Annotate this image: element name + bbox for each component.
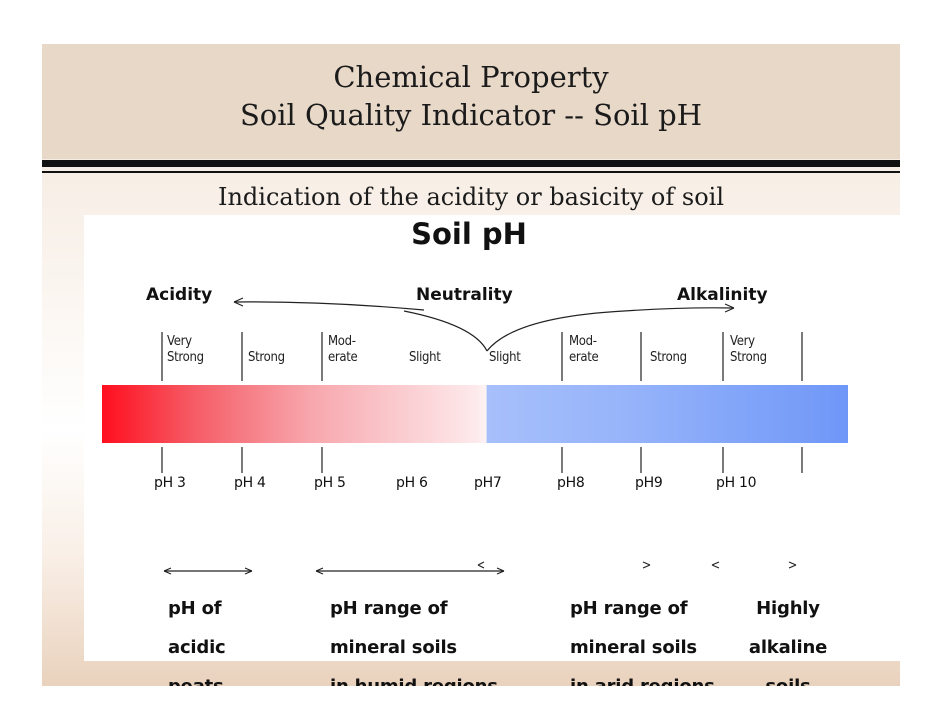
strength-slight-alkaline: Slight [489,350,521,366]
slide-subtitle: Indication of the acidity or basicity of… [217,183,724,211]
slide-title-line-2: Soil Quality Indicator -- Soil pH [239,98,703,132]
ph-label-9: pH9 [635,475,663,491]
figure-connector-lines [161,297,803,575]
humid-left-arrowhead [315,567,324,575]
desc-humid-mineral-soils: pH range of mineral soils in humid regio… [330,589,498,686]
desc-alkaline-soils: Highly alkaline soils [744,589,832,686]
desc-line: pH of [168,598,222,619]
desc-line: peats [168,667,226,686]
desc-line: Highly [756,598,820,619]
alkalinity-arrowhead [724,303,735,313]
desc-line: mineral soils [330,637,457,658]
ph-gradient-bar [102,385,848,443]
header-divider-thick [42,160,900,167]
strength-strong-acid: Strong [248,350,285,366]
strength-line: Slight [489,350,521,365]
desc-line: acidic [168,637,226,658]
strength-line: Strong [730,350,767,365]
ph-label-3: pH 3 [154,475,186,491]
slide-title-line-1: Chemical Property [333,60,609,94]
alkalinity-arrow-curve [486,307,735,352]
ph-ticks [161,447,803,473]
desc-line: pH range of [570,598,688,619]
desc-line: soils [744,667,832,686]
strength-very-strong-alkaline: Very Strong [730,334,767,366]
strength-strong-alkaline: Strong [650,350,687,366]
strength-line: Strong [248,350,285,365]
alkaline-left-arrowhead [711,561,720,569]
arid-left-arrowhead [477,561,485,569]
slide-header: Chemical Property Soil Quality Indicator… [42,44,900,159]
strength-line: erate [328,350,358,365]
range-arrows [163,561,797,575]
ph-label-5: pH 5 [314,475,346,491]
ph-label-7: pH7 [474,475,502,491]
desc-arid-mineral-soils: pH range of mineral soils in arid region… [570,589,715,686]
acidity-arrowhead [233,297,244,307]
strength-dividers [161,332,803,381]
strength-line: Mod- [328,334,356,349]
strength-slight-acid: Slight [409,350,441,366]
ph-label-10: pH 10 [716,475,757,491]
desc-line: in arid regions [570,667,715,686]
figure-title: Soil pH [411,217,527,251]
soil-ph-figure: Soil pH Acidity Neutrality Alkalinity [84,215,900,686]
desc-acidic-peats: pH of acidic peats [168,589,226,686]
zone-neutrality-label: Neutrality [416,285,513,305]
ph-label-8: pH8 [557,475,585,491]
strength-line: Strong [167,350,204,365]
peats-right-arrowhead [244,567,253,575]
strength-moderate-acid: Mod- erate [328,334,358,366]
desc-line: alkaline [748,637,828,658]
arid-right-arrowhead [642,561,651,569]
desc-line: in humid regions [330,667,498,686]
strength-line: Strong [650,350,687,365]
desc-line: pH range of [330,598,448,619]
zone-acidity-label: Acidity [146,285,213,305]
strength-line: Mod- [569,334,597,349]
ph-label-4: pH 4 [234,475,266,491]
strength-line: Very [730,334,755,349]
strength-line: Very [167,334,192,349]
neutral-left-curve [403,310,488,352]
acidity-arrow-curve [233,301,425,311]
header-divider-thin [42,171,900,173]
zone-alkalinity-label: Alkalinity [677,285,768,305]
peats-left-arrowhead [163,567,172,575]
humid-right-arrowhead [496,567,505,575]
alkaline-right-arrowhead [788,561,797,569]
ph-label-6: pH 6 [396,475,428,491]
strength-very-strong-acid: Very Strong [167,334,204,366]
slide: Chemical Property Soil Quality Indicator… [42,44,900,686]
strength-line: Slight [409,350,441,365]
strength-moderate-alkaline: Mod- erate [569,334,599,366]
desc-line: mineral soils [570,637,697,658]
strength-line: erate [569,350,599,365]
